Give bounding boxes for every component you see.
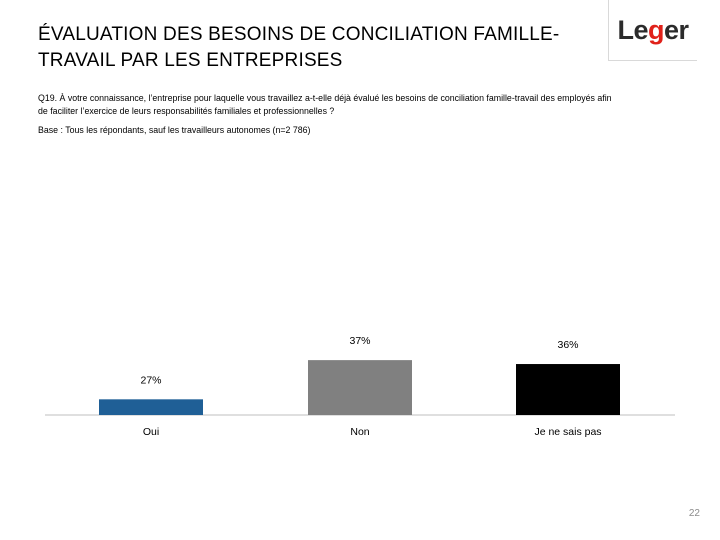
data-label-1: 37% bbox=[349, 335, 370, 347]
bar-0 bbox=[99, 399, 203, 415]
bar-2 bbox=[516, 364, 620, 415]
survey-question: Q19. À votre connaissance, l’entreprise … bbox=[38, 93, 612, 116]
category-label-2: Je ne sais pas bbox=[534, 426, 601, 438]
data-label-0: 27% bbox=[140, 374, 161, 386]
company-logo: Leger bbox=[608, 0, 697, 61]
logo-text: Leger bbox=[617, 14, 689, 45]
data-label-2: 36% bbox=[557, 339, 578, 351]
category-label-0: Oui bbox=[143, 426, 159, 438]
page-title: ÉVALUATION DES BESOINS DE CONCILIATION F… bbox=[38, 24, 560, 71]
category-label-1: Non bbox=[350, 426, 369, 438]
page-number: 22 bbox=[688, 508, 700, 519]
bar-1 bbox=[308, 360, 412, 415]
respondent-base: Base : Tous les répondants, sauf les tra… bbox=[38, 125, 311, 135]
